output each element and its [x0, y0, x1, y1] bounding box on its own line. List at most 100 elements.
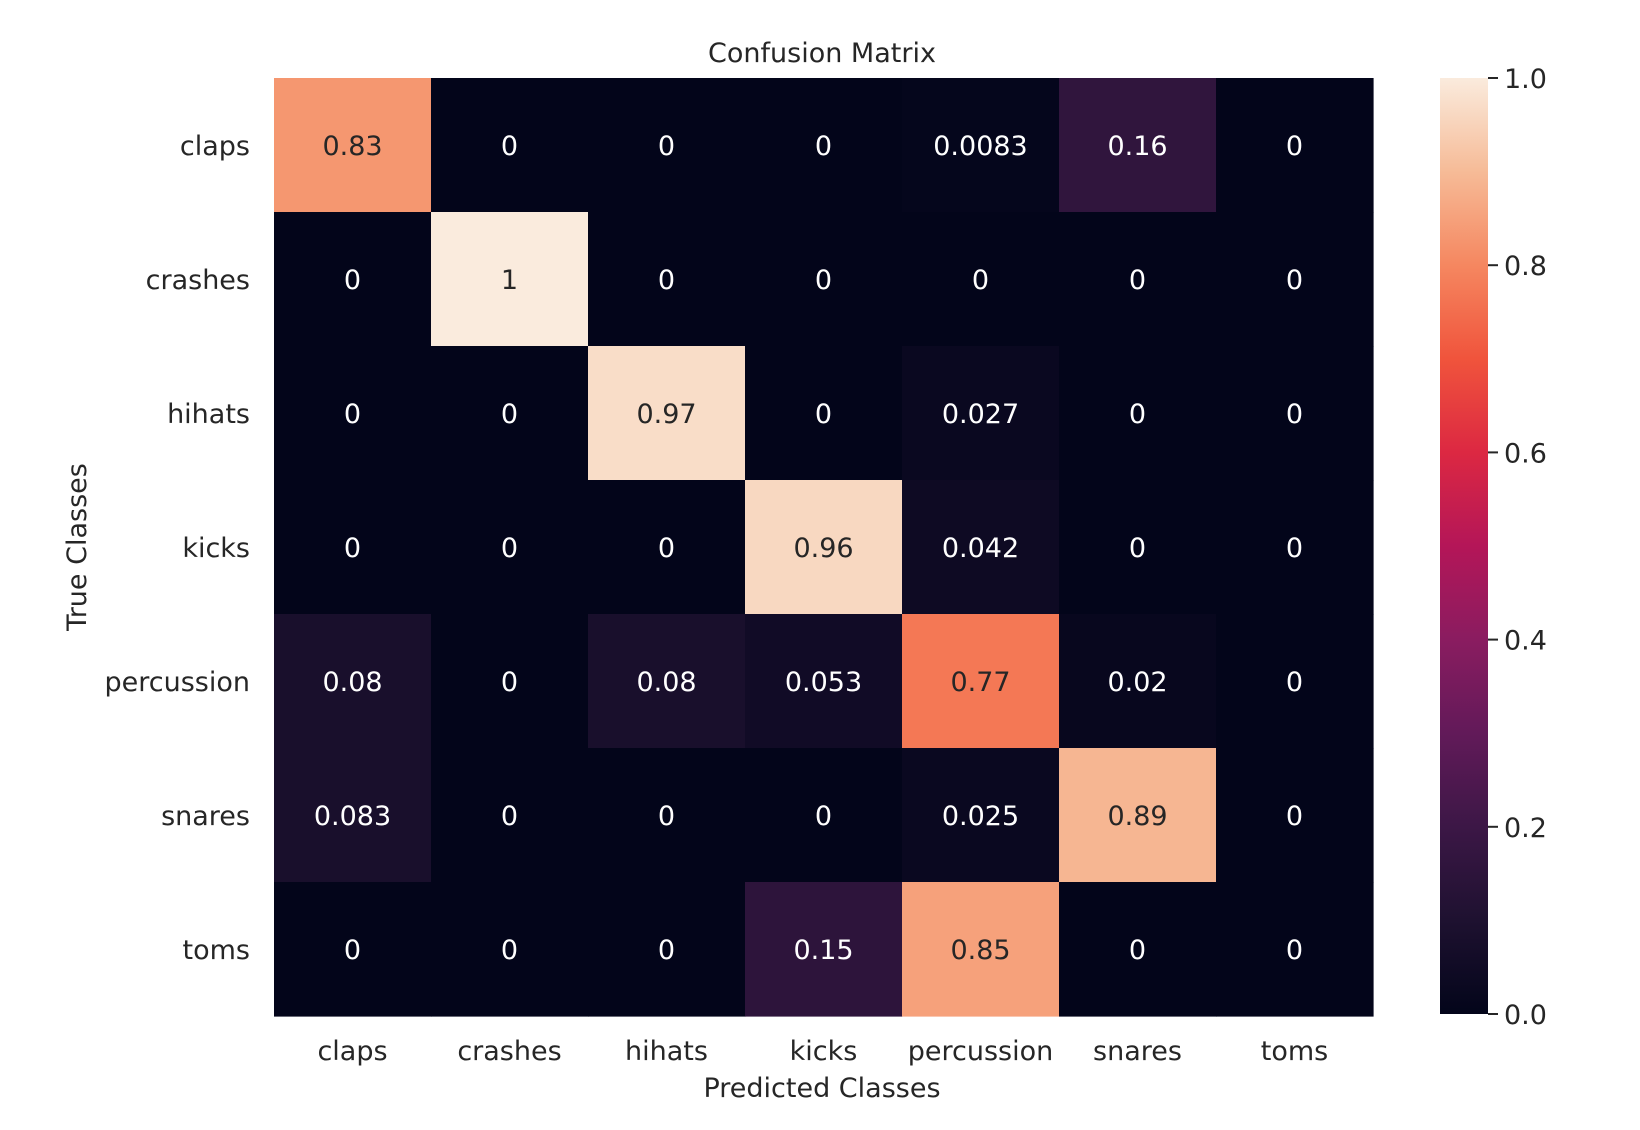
- heatmap-cell-labels: 0.83 0 0 0 0.0083 0.16 0 0 1 0 0 0 0 0 0 0 0.97 0 0.027 0 0 0…: [314, 131, 1303, 966]
- cell-label: 0: [344, 533, 361, 564]
- cell-label: 0: [1129, 533, 1146, 564]
- heatmap-cell: [1059, 212, 1217, 347]
- heatmap-cell: [745, 212, 903, 347]
- cell-label: 0: [501, 667, 518, 698]
- cell-label: 0: [344, 265, 361, 296]
- cell-label: 0.97: [636, 399, 696, 430]
- heatmap-cell: [1216, 614, 1374, 749]
- cell-label: 0.16: [1107, 131, 1167, 162]
- y-tick-label: toms: [183, 935, 250, 966]
- x-tick-label: toms: [1261, 1036, 1328, 1067]
- colorbar: [1440, 78, 1488, 1014]
- cell-label: 0.96: [793, 533, 853, 564]
- heatmap-cell: [902, 212, 1060, 347]
- heatmap-cell: [745, 480, 903, 615]
- cell-label: 0: [815, 399, 832, 430]
- cell-label: 0.08: [636, 667, 696, 698]
- cell-label: 0: [1286, 533, 1303, 564]
- cell-label: 0: [658, 935, 675, 966]
- heatmap-cell: [1216, 480, 1374, 615]
- cell-label: 1: [501, 265, 518, 296]
- cell-label: 0: [815, 801, 832, 832]
- cell-label: 0: [501, 399, 518, 430]
- cell-label: 0.89: [1107, 801, 1167, 832]
- heatmap-cell: [274, 78, 432, 213]
- heatmap-cell: [1216, 78, 1374, 213]
- colorbar-tick-label: 0.4: [1504, 626, 1547, 657]
- heatmap-cells: [274, 78, 1374, 1017]
- heatmap-cell: [431, 346, 589, 481]
- cell-label: 0: [815, 265, 832, 296]
- cell-label: 0.15: [793, 935, 853, 966]
- x-tick-label: claps: [317, 1036, 387, 1067]
- heatmap-cell: [431, 748, 589, 883]
- colorbar-ticks: 0.0 0.2 0.4 0.6 0.8 1.0: [1488, 64, 1547, 1031]
- heatmap-cell: [274, 212, 432, 347]
- cell-label: 0.027: [942, 399, 1019, 430]
- heatmap-cell: [1216, 212, 1374, 347]
- heatmap-cell: [588, 480, 746, 615]
- x-axis-tick-labels: claps crashes hihats kicks percussion snares t…: [317, 1036, 1328, 1067]
- cell-label: 0.083: [314, 801, 391, 832]
- x-tick-label: kicks: [790, 1036, 858, 1067]
- heatmap-cell: [1059, 346, 1217, 481]
- heatmap-cell: [902, 346, 1060, 481]
- cell-label: 0: [658, 801, 675, 832]
- heatmap-cell: [1216, 748, 1374, 883]
- heatmap-cell: [274, 346, 432, 481]
- cell-label: 0.02: [1107, 667, 1167, 698]
- heatmap-cell: [902, 480, 1060, 615]
- cell-label: 0.85: [950, 935, 1010, 966]
- heatmap-cell: [588, 614, 746, 749]
- cell-label: 0.77: [950, 667, 1010, 698]
- heatmap-cell: [1216, 346, 1374, 481]
- heatmap-cell: [902, 882, 1060, 1017]
- cell-label: 0: [501, 935, 518, 966]
- x-tick-label: hihats: [625, 1036, 708, 1067]
- colorbar-tick-label: 0.2: [1504, 813, 1547, 844]
- x-tick-label: snares: [1093, 1036, 1182, 1067]
- cell-label: 0: [1286, 131, 1303, 162]
- heatmap-cell: [588, 346, 746, 481]
- heatmap-cell: [1059, 882, 1217, 1017]
- cell-label: 0: [501, 801, 518, 832]
- x-tick-label: percussion: [908, 1036, 1053, 1067]
- colorbar-tick-label: 1.0: [1504, 64, 1547, 95]
- heatmap-cell: [588, 748, 746, 883]
- heatmap-cell: [274, 614, 432, 749]
- cell-label: 0.0083: [933, 131, 1027, 162]
- heatmap-cell: [745, 78, 903, 213]
- heatmap-cell: [431, 212, 589, 347]
- cell-label: 0: [1129, 935, 1146, 966]
- heatmap-cell: [588, 882, 746, 1017]
- heatmap-cell: [1059, 78, 1217, 213]
- heatmap-cell: [745, 346, 903, 481]
- cell-label: 0: [815, 131, 832, 162]
- y-tick-label: percussion: [105, 667, 250, 698]
- x-tick-label: crashes: [457, 1036, 561, 1067]
- heatmap-cell: [274, 480, 432, 615]
- y-axis-label: True Classes: [62, 463, 93, 632]
- heatmap-cell: [745, 748, 903, 883]
- y-tick-label: snares: [161, 801, 250, 832]
- cell-label: 0: [344, 935, 361, 966]
- cell-label: 0: [1286, 935, 1303, 966]
- cell-label: 0: [1129, 265, 1146, 296]
- cell-label: 0: [658, 265, 675, 296]
- cell-label: 0.053: [785, 667, 862, 698]
- y-tick-label: kicks: [182, 533, 250, 564]
- cell-label: 0: [344, 399, 361, 430]
- cell-label: 0: [972, 265, 989, 296]
- cell-label: 0: [501, 131, 518, 162]
- cell-label: 0.83: [322, 131, 382, 162]
- heatmap-cell: [902, 78, 1060, 213]
- heatmap-cell: [1059, 614, 1217, 749]
- heatmap-cell: [1059, 480, 1217, 615]
- heatmap-cell: [431, 882, 589, 1017]
- cell-label: 0: [501, 533, 518, 564]
- heatmap-cell: [745, 882, 903, 1017]
- cell-label: 0: [1129, 399, 1146, 430]
- chart-title: Confusion Matrix: [708, 38, 936, 69]
- cell-label: 0: [658, 533, 675, 564]
